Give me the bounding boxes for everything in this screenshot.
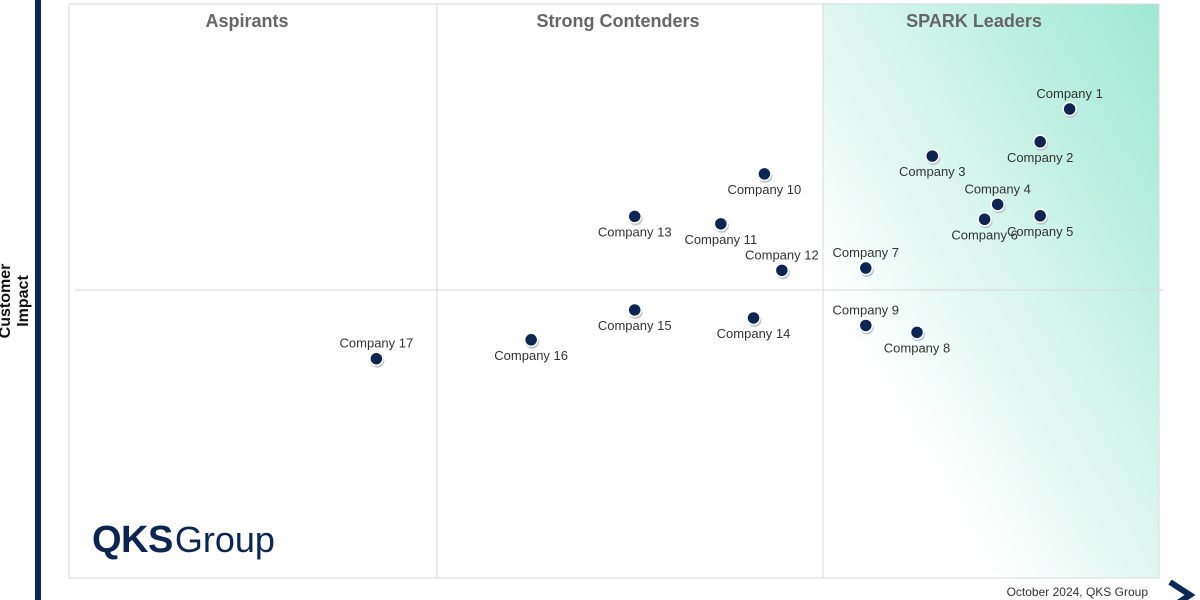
data-point-marker (746, 310, 761, 326)
data-point-label: Company 6 (951, 227, 1017, 242)
quadrant-title-aspirants: Aspirants (205, 11, 288, 31)
data-point-label: Company 12 (745, 247, 819, 262)
data-point-company-5: Company 5 (1007, 208, 1073, 239)
data-point-label: Company 14 (717, 326, 791, 341)
data-point-company-16: Company 16 (494, 332, 568, 363)
data-point-marker (627, 209, 642, 224)
logo-text-light: Group (174, 519, 275, 560)
data-point-label: Company 3 (899, 164, 965, 179)
data-point-marker (990, 197, 1005, 212)
data-point-marker (977, 212, 992, 227)
data-point-company-2: Company 2 (1007, 134, 1073, 165)
data-point-marker (1032, 134, 1048, 150)
data-point-label: Company 7 (833, 245, 899, 260)
data-point-marker (757, 166, 772, 182)
data-point-company-1: Company 1 (1036, 86, 1103, 119)
data-point-marker (858, 260, 874, 276)
data-point-company-3: Company 3 (899, 148, 966, 179)
data-point-company-7: Company 7 (833, 245, 899, 278)
data-point-marker (925, 148, 940, 164)
quadrant-title-strong-contenders: Strong Contenders (536, 11, 699, 31)
data-point-company-4: Company 4 (964, 181, 1031, 214)
data-point-label: Company 8 (884, 340, 950, 355)
data-point-marker (774, 263, 790, 278)
data-point-label: Company 5 (1007, 224, 1073, 239)
x-axis-arrow-icon (1168, 580, 1196, 600)
leaders-quadrant-background (823, 4, 1159, 578)
data-point-label: Company 16 (494, 348, 568, 363)
y-axis-line (35, 0, 41, 600)
data-point-label: Company 4 (964, 181, 1030, 196)
data-point-marker (627, 302, 642, 318)
data-point-label: Company 13 (598, 224, 672, 239)
quadrant-title-spark-leaders: SPARK Leaders (906, 11, 1042, 31)
data-point-marker (858, 318, 874, 333)
data-point-company-11: Company 11 (684, 216, 757, 247)
data-point-label: Company 11 (684, 232, 757, 247)
data-point-company-9: Company 9 (833, 302, 899, 335)
data-point-company-13: Company 13 (598, 209, 672, 239)
data-point-company-6: Company 6 (951, 212, 1018, 242)
data-point-marker (523, 332, 539, 348)
qks-group-logo: QKSGroup (92, 519, 275, 563)
data-point-label: Company 2 (1007, 150, 1073, 165)
data-point-label: Company 10 (728, 182, 802, 197)
data-point-label: Company 15 (598, 318, 672, 333)
data-point-marker (1062, 101, 1077, 117)
data-point-marker (713, 216, 729, 232)
data-point-marker (909, 325, 925, 340)
data-point-company-12: Company 12 (745, 247, 819, 280)
data-point-company-10: Company 10 (728, 166, 802, 197)
logo-text-bold: QKS (92, 519, 173, 561)
data-point-company-8: Company 8 (884, 325, 950, 355)
plot-border (68, 3, 1160, 579)
data-point-company-14: Company 14 (717, 310, 791, 341)
data-point-marker (369, 351, 384, 366)
data-point-company-15: Company 15 (598, 302, 672, 333)
footer-note: October 2024, QKS Group (1006, 585, 1148, 599)
data-point-label: Company 17 (340, 336, 414, 351)
data-point-marker (1032, 208, 1048, 224)
data-point-label: Company 1 (1036, 86, 1102, 101)
data-point-label: Company 9 (833, 302, 899, 317)
data-point-company-17: Company 17 (340, 336, 414, 368)
